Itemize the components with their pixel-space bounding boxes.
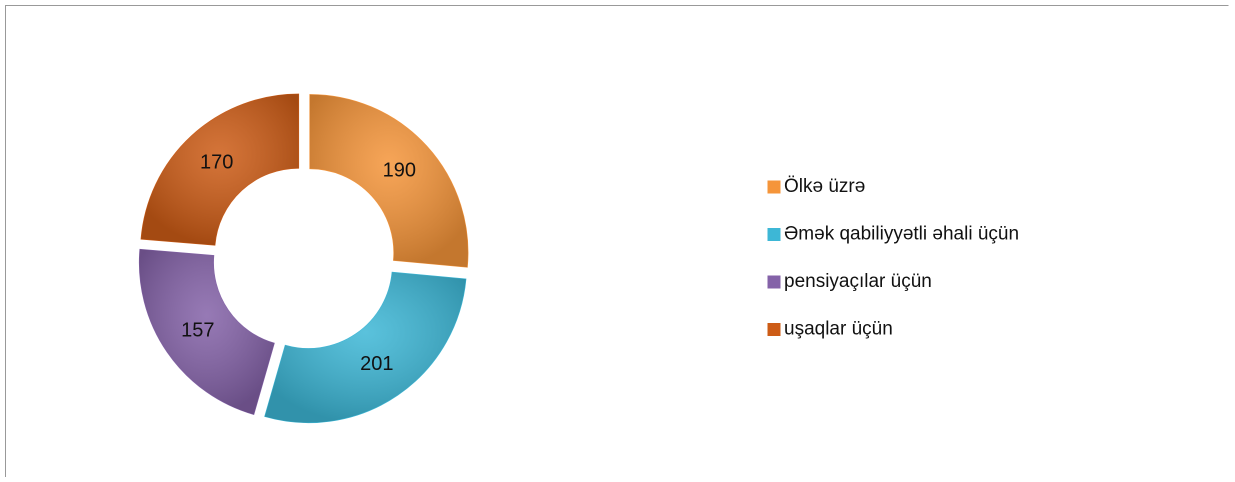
legend-swatch	[767, 323, 781, 336]
frame	[5, 5, 1229, 477]
legend-text: Ölkə üzrə	[784, 176, 865, 197]
slice-shade	[141, 94, 299, 246]
legend-text: pensiyaçılar üçün	[784, 271, 932, 292]
data-label: 170	[200, 151, 233, 173]
data-label: 201	[360, 353, 393, 375]
data-label: 157	[181, 320, 214, 342]
slice-shade	[264, 272, 466, 423]
data-label: 190	[383, 159, 416, 181]
legend-text: Əmək qabiliyyətli əhali üçün	[784, 224, 1019, 245]
legend-swatch	[767, 180, 781, 194]
legend-swatch	[767, 228, 781, 241]
slice-shade	[309, 94, 468, 268]
legend-swatch	[767, 275, 781, 289]
legend-text: uşaqlar üçün	[784, 319, 893, 340]
slice-shade	[139, 249, 275, 415]
